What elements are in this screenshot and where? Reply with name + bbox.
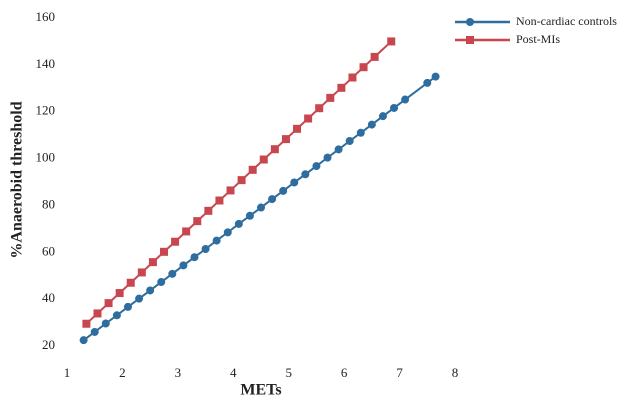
- y-tick-label: 140: [36, 56, 56, 71]
- point: [123, 302, 132, 311]
- point: [312, 162, 321, 171]
- point: [370, 52, 379, 61]
- point: [82, 319, 91, 328]
- point: [212, 236, 221, 245]
- point: [315, 104, 324, 113]
- point: [204, 206, 213, 215]
- point: [79, 336, 88, 345]
- legend-label: Non-cardiac controls: [516, 14, 617, 28]
- point: [401, 95, 410, 104]
- point: [223, 228, 232, 237]
- point: [112, 311, 121, 320]
- point: [101, 319, 110, 328]
- x-tick-label: 2: [119, 365, 126, 380]
- y-tick-label: 80: [42, 196, 55, 211]
- point: [279, 186, 288, 195]
- y-tick-label: 40: [42, 290, 55, 305]
- point: [193, 217, 202, 226]
- point: [293, 124, 302, 133]
- point: [135, 294, 144, 303]
- point: [281, 135, 290, 144]
- point: [257, 203, 265, 212]
- point: [171, 237, 180, 246]
- point: [367, 120, 376, 129]
- point: [348, 73, 357, 82]
- point: [337, 83, 346, 92]
- point: [301, 170, 310, 179]
- point: [104, 299, 113, 308]
- point: [160, 247, 168, 256]
- point: [326, 93, 335, 102]
- point: [259, 155, 268, 164]
- point: [268, 195, 277, 204]
- legend-label: Post-MIs: [516, 32, 560, 46]
- legend-marker: [466, 18, 474, 26]
- x-tick-label: 1: [64, 365, 71, 380]
- point: [215, 196, 224, 205]
- legend-marker: [466, 36, 474, 44]
- point: [179, 261, 188, 270]
- point: [334, 145, 343, 154]
- y-tick-label: 160: [36, 9, 56, 24]
- point: [431, 72, 440, 81]
- point: [126, 278, 135, 287]
- point: [356, 128, 365, 137]
- point: [157, 278, 166, 287]
- series-line: [85, 40, 392, 325]
- point: [234, 219, 243, 228]
- point: [390, 103, 399, 112]
- point: [304, 114, 313, 123]
- point: [237, 176, 246, 185]
- point: [387, 37, 396, 46]
- y-axis-title: %Anaerobid threshold: [9, 101, 26, 258]
- point: [290, 178, 299, 187]
- point: [137, 268, 146, 277]
- x-axis-title: METs: [240, 382, 281, 399]
- point: [359, 63, 368, 72]
- point: [248, 165, 257, 174]
- point: [226, 186, 235, 195]
- y-tick-label: 100: [36, 150, 56, 165]
- point: [168, 269, 177, 278]
- point: [182, 227, 191, 236]
- point: [201, 245, 210, 254]
- point: [323, 153, 332, 162]
- point: [190, 253, 199, 262]
- x-tick-label: 6: [341, 365, 348, 380]
- point: [90, 327, 99, 336]
- point: [115, 289, 124, 298]
- point: [146, 286, 155, 295]
- point: [423, 78, 432, 87]
- x-tick-label: 4: [230, 365, 237, 380]
- y-tick-label: 120: [36, 103, 56, 118]
- y-tick-label: 20: [42, 337, 55, 352]
- point: [245, 211, 254, 220]
- point: [345, 137, 354, 145]
- x-tick-label: 5: [285, 365, 292, 380]
- x-tick-label: 3: [175, 365, 182, 380]
- x-tick-label: 7: [396, 365, 403, 380]
- point: [378, 112, 387, 121]
- point: [93, 309, 102, 318]
- point: [148, 258, 157, 267]
- y-tick-label: 60: [42, 243, 55, 258]
- point: [270, 145, 279, 154]
- x-tick-label: 8: [452, 365, 459, 380]
